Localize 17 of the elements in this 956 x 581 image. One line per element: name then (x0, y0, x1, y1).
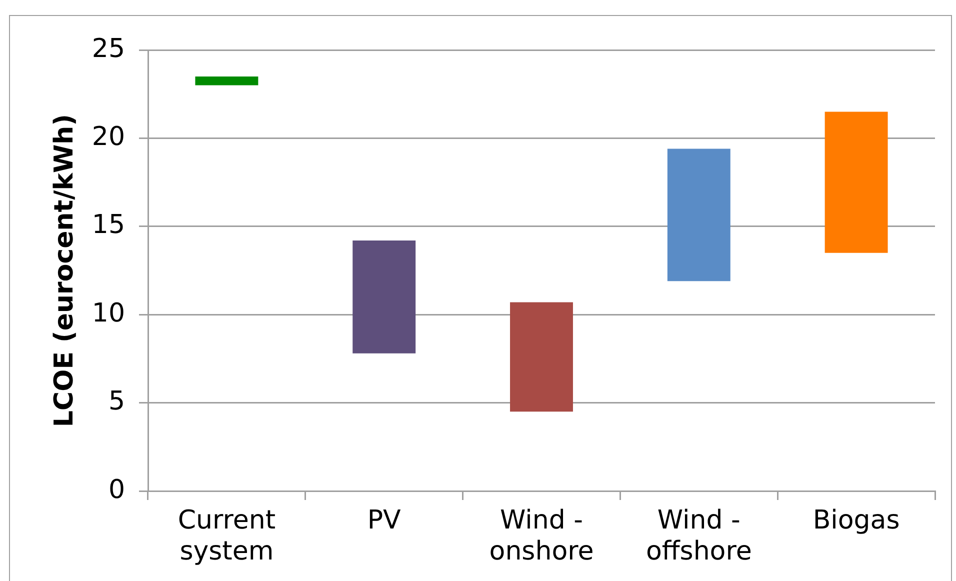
y-tick-label: 20 (92, 122, 125, 152)
bar (667, 148, 730, 282)
bar (510, 302, 573, 412)
bar (352, 240, 416, 354)
y-tick-label: 0 (108, 474, 125, 505)
x-tick-label: Biogas (812, 505, 900, 536)
y-tick-label: 15 (92, 210, 125, 240)
y-tick-label: 10 (92, 298, 125, 328)
x-tick-label: PV (367, 505, 402, 536)
y-axis-title: LCOE (eurocent/kWh) (49, 114, 80, 428)
bar (195, 76, 258, 86)
y-tick-label: 5 (108, 386, 125, 417)
bar (824, 112, 888, 253)
y-tick-label: 25 (92, 34, 125, 64)
x-tick-label: Wind - offshore (646, 505, 752, 567)
x-tick-label: Wind - onshore (489, 505, 594, 567)
x-tick-label: Current system (178, 505, 276, 567)
